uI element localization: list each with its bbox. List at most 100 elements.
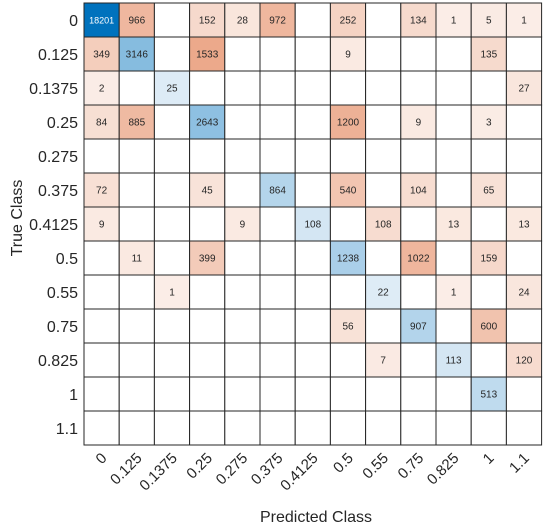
x-axis-label: Predicted Class — [260, 509, 372, 526]
cell-value-0-11: 5 — [486, 16, 492, 27]
cell-6-3 — [189, 206, 226, 242]
cell-3-0 — [83, 104, 120, 140]
y-tick-label: 0.75 — [47, 319, 78, 336]
cell-7-5 — [259, 240, 296, 276]
cell-12-2 — [153, 410, 191, 446]
cell-4-5 — [259, 138, 296, 174]
cell-value-0-1: 966 — [128, 16, 145, 27]
y-tick-label: 0.275 — [38, 149, 78, 166]
cell-4-3 — [189, 138, 226, 174]
cell-2-5 — [259, 70, 296, 106]
cell-4-12 — [505, 138, 543, 174]
cell-0-6 — [294, 2, 331, 38]
x-tick-label: 0 — [93, 450, 111, 468]
cell-10-12 — [505, 342, 543, 378]
cell-12-9 — [400, 410, 437, 446]
cell-4-9 — [400, 138, 437, 174]
cell-4-0 — [83, 138, 120, 174]
cell-2-7 — [329, 70, 367, 106]
cell-value-3-7: 1200 — [337, 118, 360, 129]
cell-10-8 — [365, 342, 402, 378]
cell-2-8 — [365, 70, 402, 106]
cell-3-10 — [435, 104, 472, 140]
cell-1-12 — [505, 36, 543, 72]
cell-2-4 — [224, 70, 261, 106]
cell-4-1 — [118, 138, 155, 174]
cell-5-7 — [329, 172, 367, 208]
cell-10-1 — [118, 342, 155, 378]
cell-value-3-9: 9 — [416, 118, 422, 129]
cell-3-4 — [224, 104, 261, 140]
cell-value-6-4: 9 — [240, 220, 246, 231]
cell-3-12 — [505, 104, 543, 140]
cell-4-8 — [365, 138, 402, 174]
cell-2-10 — [435, 70, 472, 106]
y-axis-label: True Class — [9, 180, 26, 257]
cell-8-3 — [189, 274, 226, 310]
cell-12-5 — [259, 410, 296, 446]
cell-9-3 — [189, 308, 226, 344]
cell-4-7 — [329, 138, 367, 174]
cell-value-5-9: 104 — [410, 186, 427, 197]
cell-4-6 — [294, 138, 331, 174]
y-tick-labels: 0 0.125 0.1375 0.25 0.275 0.375 0.4125 0.5 0.55 0… — [29, 13, 78, 438]
cell-6-1 — [118, 206, 155, 242]
cell-value-6-0: 9 — [99, 220, 105, 231]
cell-value-1-7: 9 — [345, 50, 351, 61]
x-tick-label: 0.1375 — [136, 450, 180, 494]
cell-11-12 — [505, 376, 543, 412]
cell-7-12 — [505, 240, 543, 276]
cell-9-10 — [435, 308, 472, 344]
cell-value-6-8: 108 — [375, 220, 392, 231]
cell-6-7 — [329, 206, 367, 242]
cell-9-6 — [294, 308, 331, 344]
x-tick-label: 0.75 — [395, 450, 428, 483]
y-tick-label: 0.375 — [38, 183, 78, 200]
cell-6-5 — [259, 206, 296, 242]
cell-value-11-11: 513 — [480, 390, 497, 401]
cell-5-6 — [294, 172, 331, 208]
cell-value-5-7: 540 — [340, 186, 357, 197]
cell-2-12 — [505, 70, 543, 106]
cell-11-3 — [189, 376, 226, 412]
cell-3-6 — [294, 104, 331, 140]
x-tick-label: 0.25 — [183, 450, 216, 483]
cell-3-8 — [365, 104, 402, 140]
y-tick-label: 0.4125 — [29, 217, 78, 234]
cell-6-9 — [400, 206, 437, 242]
cell-8-12 — [505, 274, 543, 310]
cell-value-2-12: 27 — [518, 84, 530, 95]
cell-11-7 — [329, 376, 367, 412]
cell-7-4 — [224, 240, 261, 276]
cell-11-0 — [83, 376, 120, 412]
cell-10-6 — [294, 342, 331, 378]
cell-5-4 — [224, 172, 261, 208]
cell-value-5-5: 864 — [269, 186, 286, 197]
cell-8-9 — [400, 274, 437, 310]
cell-0-10 — [435, 2, 472, 38]
cell-value-9-11: 600 — [480, 322, 497, 333]
cell-value-10-12: 120 — [516, 356, 533, 367]
cell-3-9 — [400, 104, 437, 140]
cell-9-11 — [470, 308, 507, 344]
y-tick-label: 0.125 — [38, 47, 78, 64]
cell-0-12 — [505, 2, 543, 38]
cell-value-1-1: 3146 — [126, 50, 149, 61]
cell-5-2 — [153, 172, 191, 208]
cell-10-2 — [153, 342, 191, 378]
cell-1-2 — [153, 36, 191, 72]
y-tick-label: 0.825 — [38, 353, 78, 370]
cell-value-7-7: 1238 — [337, 254, 360, 265]
cell-9-2 — [153, 308, 191, 344]
cell-11-5 — [259, 376, 296, 412]
cell-4-11 — [470, 138, 507, 174]
cell-value-6-10: 13 — [448, 220, 460, 231]
y-tick-label: 1 — [69, 387, 78, 404]
cell-value-7-9: 1022 — [407, 254, 430, 265]
cell-10-3 — [189, 342, 226, 378]
cell-3-2 — [153, 104, 191, 140]
cell-9-0 — [83, 308, 120, 344]
cell-value-5-3: 45 — [202, 186, 214, 197]
